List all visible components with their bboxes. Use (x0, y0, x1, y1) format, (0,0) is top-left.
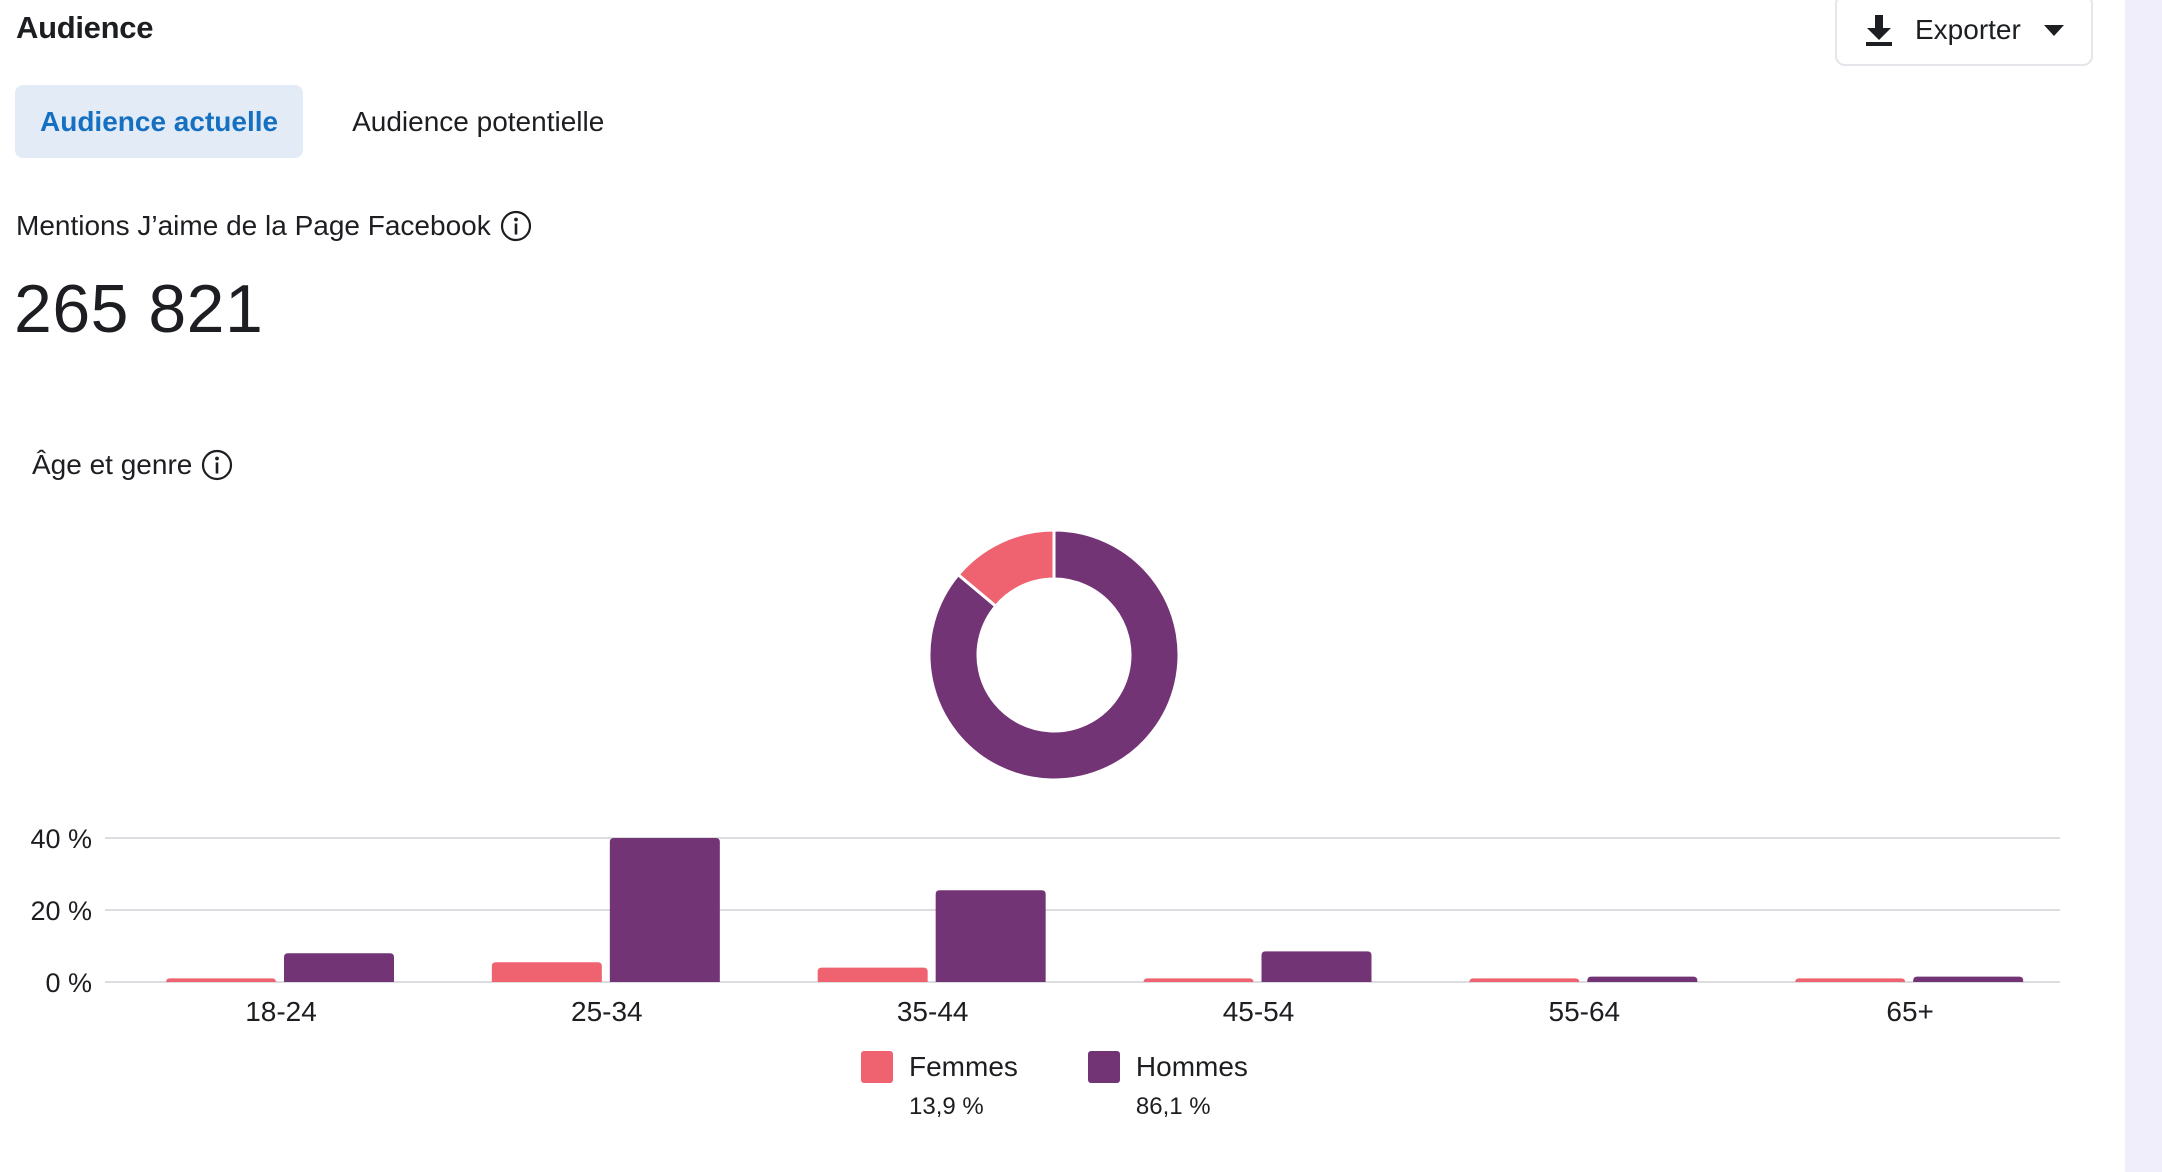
bar-hommes-55-64 (1587, 976, 1698, 982)
age-gender-label: Âge et genre (32, 449, 193, 480)
page-likes-label-row: Mentions J’aime de la Page Facebook (16, 210, 532, 242)
y-tick-label: 0 % (45, 968, 92, 998)
x-tick-label: 55-64 (1549, 996, 1621, 1027)
bar-femmes-65+ (1795, 978, 1906, 983)
legend-swatch-hommes (1087, 1051, 1120, 1083)
y-tick-label: 40 % (30, 824, 92, 854)
bar-hommes-45-54 (1261, 951, 1372, 982)
page-title: Audience (16, 10, 154, 45)
legend-item-hommes[interactable]: Hommes 86,1 % (1087, 1051, 1248, 1121)
bar-hommes-35-44 (935, 890, 1046, 982)
x-tick-label: 35-44 (897, 996, 969, 1027)
bar-hommes-65+ (1913, 976, 2024, 982)
tab-audience-actuelle[interactable]: Audience actuelle (15, 85, 304, 158)
chart-legend: Femmes 13,9 % Hommes 86,1 % (861, 1051, 1248, 1121)
tab-audience-potentielle[interactable]: Audience potentielle (352, 105, 605, 137)
download-icon (1863, 12, 1895, 48)
export-button[interactable]: Exporter (1835, 0, 2093, 66)
legend-item-femmes[interactable]: Femmes 13,9 % (861, 1051, 1018, 1121)
x-tick-label: 45-54 (1223, 996, 1295, 1027)
y-tick-label: 20 % (30, 896, 92, 926)
legend-pct-femmes: 13,9 % (909, 1093, 984, 1120)
bar-femmes-55-64 (1469, 978, 1580, 983)
audience-tabs: Audience actuelle Audience potentielle (15, 85, 629, 158)
donut-slice-hommes (927, 528, 1181, 782)
legend-pct-hommes: 86,1 % (1135, 1093, 1211, 1120)
info-icon[interactable] (201, 449, 233, 481)
legend-name-hommes: Hommes (1135, 1051, 1248, 1082)
legend-name-femmes: Femmes (909, 1051, 1018, 1082)
legend-swatch-femmes (861, 1051, 893, 1083)
bar-femmes-18-24 (166, 978, 276, 983)
bar-hommes-25-34 (609, 838, 720, 982)
export-label: Exporter (1915, 14, 2021, 45)
bar-femmes-45-54 (1143, 978, 1254, 983)
bar-femmes-35-44 (817, 967, 928, 982)
x-tick-label: 65+ (1886, 996, 1934, 1027)
page-likes-value: 265 821 (14, 271, 264, 347)
bar-femmes-25-34 (491, 962, 602, 982)
right-scroll-area (2125, 0, 2162, 1172)
age-gender-label-row: Âge et genre (32, 449, 233, 481)
page-likes-label: Mentions J’aime de la Page Facebook (16, 210, 491, 241)
x-tick-label: 18-24 (245, 996, 317, 1027)
x-tick-label: 25-34 (571, 996, 643, 1027)
caret-down-icon (2043, 23, 2065, 37)
info-icon[interactable] (500, 210, 532, 242)
bar-hommes-18-24 (284, 953, 394, 982)
